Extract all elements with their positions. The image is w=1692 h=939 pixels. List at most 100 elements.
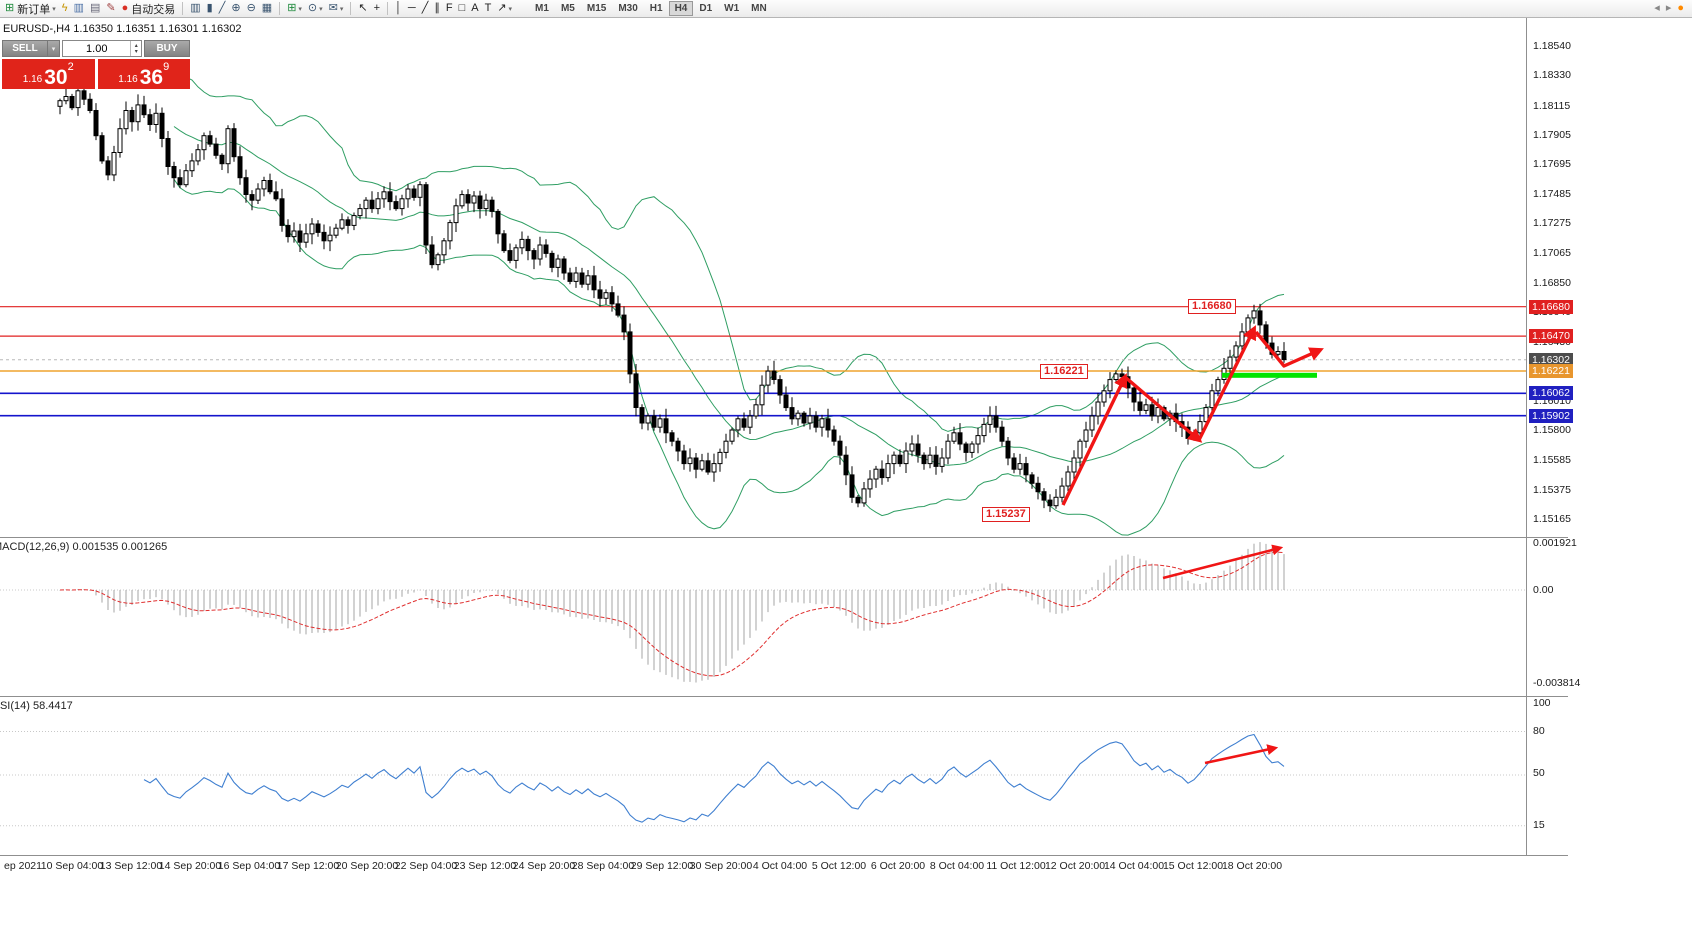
price-axis-label: 1.15585 [1533, 454, 1571, 466]
print-icon[interactable]: ▤ [88, 1, 102, 17]
buy-button[interactable]: BUY [144, 40, 190, 57]
lot-size-input[interactable] [63, 41, 131, 56]
price-axis-label: 1.18115 [1533, 100, 1571, 112]
time-axis-label: 17 Sep 12:00 [276, 860, 340, 872]
arrows-icon[interactable]: ↗ ▾ [495, 1, 514, 17]
layouts-icon[interactable]: ▥ [72, 1, 86, 17]
timeframe-m30[interactable]: M30 [618, 3, 638, 14]
time-axis-label: 6 Oct 20:00 [870, 860, 926, 872]
horizontal-line-icon[interactable]: ─ [406, 1, 418, 17]
axis-separator [0, 855, 1568, 856]
price-callout-label[interactable]: 1.16221 [1040, 364, 1088, 379]
new-order-button[interactable]: ⊞ 新订单 ▾ [3, 1, 58, 17]
sell-price-button[interactable]: 1.16 30 2 [2, 59, 95, 89]
bollinger-lower-band [173, 179, 1285, 536]
compose-icon[interactable]: ✎ [104, 1, 117, 17]
price-axis: 1.18540 1.18330 1.18115 1.17905 1.17695 1.174… [1527, 0, 1667, 939]
time-axis-label: 5 Oct 12:00 [811, 860, 867, 872]
text-icon[interactable]: A [469, 1, 480, 17]
time-axis: ep 2021 10 Sep 04:00 13 Sep 12:00 14 Sep 20… [0, 856, 1530, 876]
vertical-line-icon[interactable]: │ [393, 1, 404, 17]
trend-arrow[interactable] [1197, 325, 1256, 441]
candlesticks [57, 84, 1287, 512]
chevron-down-icon[interactable]: ▾ [319, 5, 323, 13]
vertical-line-icon-glyph: │ [395, 2, 402, 14]
price-callout-label[interactable]: 1.16680 [1188, 299, 1236, 314]
time-axis-label: 24 Sep 20:00 [512, 860, 576, 872]
line-chart-icon[interactable]: ╱ [217, 1, 228, 17]
rsi-trend-arrow[interactable] [1204, 744, 1279, 765]
lot-increment-arrow[interactable]: ▴ [134, 42, 138, 49]
toolbar-separator [182, 2, 184, 15]
channel-icon[interactable]: ∥ [432, 1, 442, 17]
indicators-button[interactable]: ⊞ ▾ [285, 1, 304, 17]
zoom-out-icon[interactable]: ⊖ [245, 1, 258, 17]
chevron-down-icon[interactable]: ▾ [339, 5, 344, 13]
timeframe-m1[interactable]: M1 [535, 3, 549, 14]
chart-info-line: EURUSD-,H4 1.16350 1.16351 1.16301 1.163… [3, 23, 242, 35]
templates-button[interactable]: ✉ ▾ [327, 1, 346, 17]
timeframe-m15[interactable]: M15 [586, 3, 607, 14]
rsi-panel[interactable] [0, 697, 1526, 855]
trend-arrow[interactable] [1123, 375, 1203, 443]
timeframe-w1[interactable]: W1 [724, 3, 740, 14]
candlestick-icon[interactable]: ▮ [205, 1, 215, 17]
main-chart[interactable] [0, 20, 1526, 537]
price-axis-marker: 1.16302 [1529, 353, 1573, 367]
bar-chart-icon-glyph: ▥ [190, 2, 201, 14]
compose-icon-glyph: ✎ [106, 2, 116, 14]
sell-button[interactable]: SELL [2, 40, 48, 57]
timeframe-d1[interactable]: D1 [699, 3, 713, 14]
macd-panel[interactable] [0, 538, 1526, 696]
macd-histogram [59, 542, 1285, 683]
shapes-icon[interactable]: □ [457, 1, 468, 17]
macd-trend-arrow[interactable] [1162, 544, 1284, 580]
price-callout-label[interactable]: 1.15237 [982, 507, 1030, 522]
buy-price-button[interactable]: 1.16 36 9 [97, 59, 190, 89]
label-icon[interactable]: T [483, 1, 494, 17]
scroll-right-icon[interactable]: ▸ [1665, 2, 1672, 14]
bid-price-prefix: 1.16 [22, 74, 43, 85]
indicator-scale-label: 80 [1533, 725, 1545, 737]
chevron-down-icon[interactable]: ▾ [52, 5, 56, 13]
timeframe-mn[interactable]: MN [751, 3, 767, 14]
panel-separator[interactable] [0, 696, 1568, 697]
tile-windows-icon[interactable]: ▦ [260, 1, 274, 17]
layouts-icon-glyph: ▥ [73, 2, 84, 14]
community-icon[interactable]: ● [1677, 2, 1684, 14]
timeframe-h4[interactable]: H4 [668, 1, 694, 16]
bar-chart-icon[interactable]: ▥ [188, 1, 202, 17]
text-icon-glyph: A [471, 2, 479, 14]
price-axis-label: 1.18330 [1533, 69, 1571, 81]
price-axis-marker: 1.16062 [1529, 386, 1573, 400]
bollinger-middle-band [173, 126, 1285, 466]
periods-glyph: ⊙ [307, 2, 318, 14]
zoom-in-icon[interactable]: ⊕ [229, 1, 242, 17]
lot-decrement-arrow[interactable]: ▾ [134, 48, 138, 55]
trend-arrow[interactable] [1061, 373, 1128, 506]
lot-stepper[interactable]: ▴ ▾ [130, 41, 141, 56]
trendline-icon[interactable]: ╱ [420, 1, 431, 17]
chevron-down-icon[interactable]: ▾ [298, 5, 302, 13]
timeframe-h1[interactable]: H1 [649, 3, 663, 14]
support-zone-highlight[interactable] [1222, 372, 1317, 378]
cursor-icon[interactable]: ↖ [356, 1, 369, 17]
macd-signal-line [59, 551, 1285, 677]
timeframe-m5[interactable]: M5 [560, 3, 575, 14]
time-axis-label: 30 Sep 20:00 [689, 860, 753, 872]
chevron-down-icon[interactable]: ▾ [508, 5, 513, 13]
price-axis-marker: 1.16470 [1529, 329, 1573, 343]
panel-separator[interactable] [0, 537, 1568, 538]
time-axis-label: 18 Oct 20:00 [1221, 860, 1283, 872]
time-axis-label: 23 Sep 12:00 [453, 860, 517, 872]
crosshair-icon[interactable]: + [372, 1, 382, 17]
sell-options-dropdown[interactable]: ▾ [48, 40, 60, 57]
auto-trading-button[interactable]: ● 自动交易 [120, 1, 178, 17]
lightning-icon[interactable]: ϟ [60, 1, 70, 17]
scroll-left-icon[interactable]: ◂ [1654, 2, 1660, 14]
shapes-icon-glyph: □ [458, 2, 466, 14]
trendline-icon-glyph: ╱ [421, 2, 429, 14]
trend-arrow[interactable] [1254, 330, 1324, 368]
periods-button[interactable]: ⊙ ▾ [306, 1, 325, 17]
fibonacci-icon[interactable]: F [444, 1, 455, 17]
